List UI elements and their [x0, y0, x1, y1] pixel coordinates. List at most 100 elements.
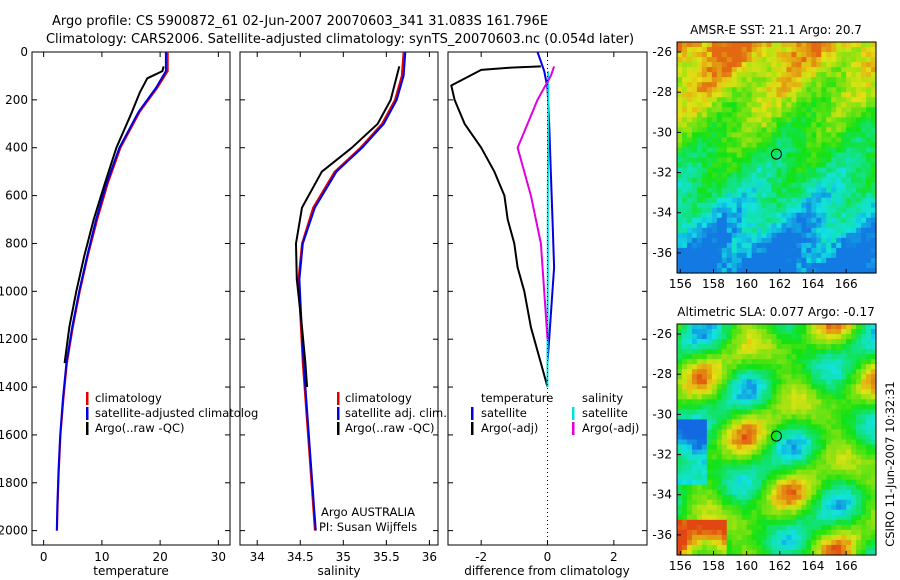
heatmap-cell: [721, 232, 728, 239]
heatmap-cell: [866, 257, 872, 264]
heatmap-cell: [866, 434, 872, 441]
heatmap-cell: [806, 364, 812, 370]
heatmap-cell: [696, 102, 703, 108]
heatmap-cell: [766, 42, 773, 48]
heatmap-cell: [716, 57, 723, 63]
heatmap-cell: [681, 202, 688, 209]
heatmap-cell: [726, 424, 733, 431]
heatmap-cell: [741, 72, 748, 78]
heatmap-cell: [706, 72, 713, 78]
heatmap-cell: [766, 67, 773, 73]
heatmap-cell: [756, 369, 763, 375]
heatmap-cell: [741, 77, 748, 83]
heatmap-cell: [681, 182, 688, 189]
heatmap-cell: [811, 344, 817, 350]
heatmap-cell: [746, 157, 753, 164]
heatmap-cell: [866, 197, 872, 204]
heatmap-cell: [836, 484, 842, 491]
heatmap-cell: [846, 142, 852, 149]
heatmap-cell: [681, 82, 688, 88]
heatmap-cell: [781, 82, 788, 88]
heatmap-cell: [731, 127, 738, 133]
heatmap-cell: [861, 424, 867, 431]
heatmap-cell: [821, 42, 827, 48]
heatmap-cell: [691, 369, 698, 375]
heatmap-cell: [771, 212, 778, 219]
heatmap-cell: [771, 414, 778, 421]
heatmap-cell: [781, 152, 788, 159]
heatmap-cell: [731, 384, 738, 390]
heatmap-cell: [746, 334, 753, 340]
heatmap-cell: [746, 137, 753, 144]
heatmap-cell: [706, 177, 713, 184]
heatmap-cell: [706, 92, 713, 98]
heatmap-cell: [756, 252, 763, 259]
heatmap-cell: [721, 534, 728, 541]
heatmap-cell: [756, 102, 763, 108]
heatmap-cell: [686, 107, 693, 113]
heatmap-cell: [731, 399, 738, 405]
heatmap-cell: [691, 419, 698, 426]
heatmap-cell: [731, 524, 738, 531]
heatmap-cell: [741, 544, 748, 551]
heatmap-cell: [811, 197, 817, 204]
heatmap-cell: [711, 77, 718, 83]
heatmap-cell: [716, 404, 723, 410]
heatmap-cell: [686, 102, 693, 108]
heatmap-cell: [841, 364, 847, 370]
heatmap-cell: [706, 62, 713, 68]
heatmap-cell: [786, 47, 793, 53]
heatmap-cell: [701, 359, 708, 365]
heatmap-cell: [746, 354, 753, 360]
heatmap-cell: [721, 262, 728, 269]
heatmap-cell: [721, 444, 728, 451]
heatmap-cell: [851, 524, 857, 531]
heatmap-cell: [836, 207, 842, 214]
heatmap-cell: [791, 339, 797, 345]
heatmap-cell: [691, 212, 698, 219]
heatmap-cell: [696, 237, 703, 244]
heatmap-cell: [871, 212, 877, 219]
heatmap-cell: [691, 349, 698, 355]
heatmap-cell: [786, 157, 793, 164]
heatmap-cell: [726, 399, 733, 405]
heatmap-cell: [771, 339, 778, 345]
heatmap-cell: [751, 524, 758, 531]
heatmap-cell: [856, 107, 862, 113]
heatmap-cell: [841, 324, 847, 330]
heatmap-cell: [831, 62, 837, 68]
heatmap-cell: [711, 544, 718, 551]
heatmap-cell: [711, 444, 718, 451]
heatmap-cell: [716, 549, 723, 556]
heatmap-cell: [861, 212, 867, 219]
heatmap-cell: [721, 82, 728, 88]
heatmap-cell: [786, 329, 793, 335]
heatmap-cell: [756, 92, 763, 98]
heatmap-cell: [736, 127, 743, 133]
heatmap-cell: [836, 459, 842, 466]
heatmap-cell: [871, 62, 877, 68]
heatmap-cell: [751, 529, 758, 536]
heatmap-cell: [776, 237, 783, 244]
heatmap-cell: [781, 399, 788, 405]
heatmap-cell: [741, 514, 748, 521]
heatmap-cell: [866, 262, 872, 269]
heatmap-cell: [771, 329, 778, 335]
heatmap-cell: [701, 489, 708, 496]
heatmap-cell: [861, 67, 867, 73]
heatmap-cell: [786, 519, 793, 526]
heatmap-cell: [871, 132, 877, 139]
heatmap-cell: [816, 72, 822, 78]
heatmap-cell: [701, 439, 708, 446]
heatmap-cell: [856, 514, 862, 521]
heatmap-cell: [781, 359, 788, 365]
heatmap-cell: [801, 102, 807, 108]
heatmap-cell: [761, 429, 768, 436]
heatmap-cell: [796, 369, 802, 375]
heatmap-cell: [786, 344, 793, 350]
heatmap-cell: [801, 137, 807, 144]
heatmap-cell: [731, 97, 738, 103]
heatmap-cell: [841, 172, 847, 179]
heatmap-cell: [866, 242, 872, 249]
heatmap-cell: [716, 232, 723, 239]
